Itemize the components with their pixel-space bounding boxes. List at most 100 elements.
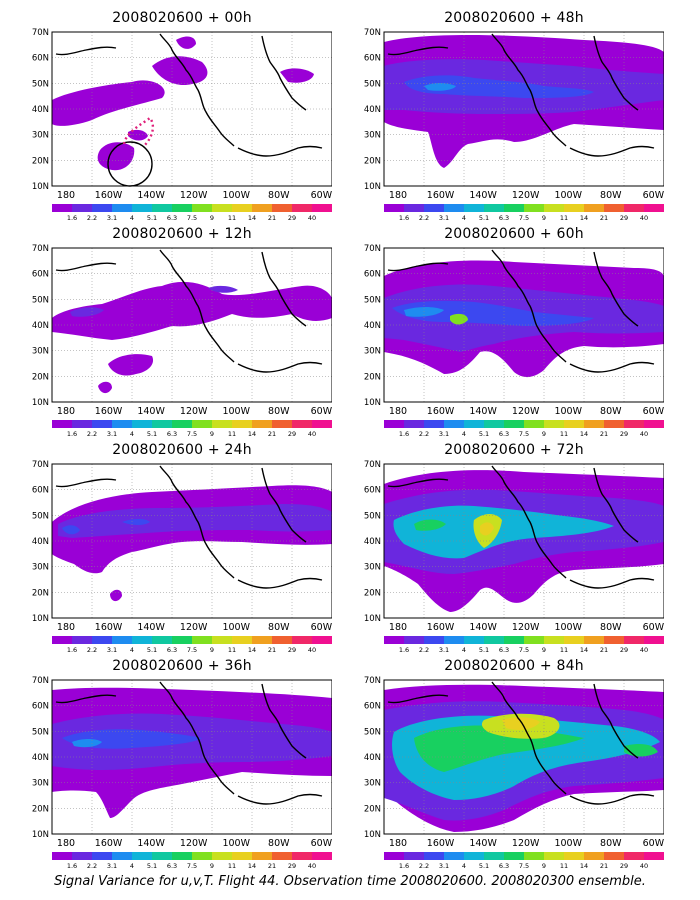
highlight-circle	[107, 141, 153, 187]
colorbar-swatch	[192, 204, 213, 212]
lon-label: 80W	[600, 622, 622, 633]
colorbar-label: 4	[462, 862, 466, 868]
colorbar-swatch	[152, 852, 173, 860]
panel-title: 2008020600 + 48h	[444, 10, 584, 26]
lat-label: 60N	[364, 270, 381, 280]
lat-label: 20N	[364, 804, 381, 814]
colorbar-label: 4	[462, 646, 466, 652]
colorbar-swatch	[544, 636, 565, 644]
colorbar-swatch	[624, 204, 645, 212]
colorbar-swatch	[464, 420, 485, 428]
contour-region	[128, 129, 148, 141]
lat-label: 50N	[32, 295, 49, 305]
colorbar-label: 40	[640, 646, 648, 652]
colorbar-label: 40	[308, 214, 316, 220]
colorbar-label: 2.2	[87, 646, 97, 652]
lon-label: 80W	[600, 838, 622, 849]
colorbar-label: 6.3	[167, 646, 177, 652]
colorbar-label: 11	[560, 214, 568, 220]
colorbar-label: 11	[228, 214, 236, 220]
colorbar-label: 29	[288, 646, 296, 652]
lat-label: 70N	[364, 460, 381, 470]
colorbar-label: 40	[308, 430, 316, 436]
colorbar-swatch	[524, 636, 545, 644]
coastline	[387, 465, 655, 589]
lon-label: 180	[57, 622, 75, 633]
colorbar-swatch	[584, 420, 605, 428]
colorbar-label: 1.6	[67, 430, 77, 436]
colorbar-swatch	[624, 636, 645, 644]
colorbar-swatch	[252, 204, 273, 212]
lat-label: 20N	[32, 372, 49, 382]
lat-label: 30N	[32, 563, 49, 573]
contour-region	[404, 75, 594, 98]
map-frame	[383, 679, 664, 835]
colorbar-swatch	[404, 204, 425, 212]
map-frame	[383, 247, 664, 403]
colorbar-swatch	[212, 852, 233, 860]
variance-contours	[52, 32, 332, 186]
colorbar-swatch	[192, 420, 213, 428]
colorbar-label: 9	[542, 646, 546, 652]
lon-label: 100W	[222, 622, 250, 633]
colorbar-label: 5.1	[147, 430, 157, 436]
colorbar-swatch	[404, 636, 425, 644]
colorbar-label: 9	[542, 214, 546, 220]
panel-title: 2008020600 + 12h	[112, 226, 252, 242]
colorbar-swatch	[252, 420, 273, 428]
contour-region	[450, 313, 468, 325]
contour-region	[72, 739, 102, 748]
lat-label: 60N	[364, 702, 381, 712]
lon-label: 80W	[268, 622, 290, 633]
lon-label: 160W	[427, 190, 455, 201]
colorbar-swatch	[564, 852, 585, 860]
panel-title: 2008020600 + 72h	[444, 442, 584, 458]
colorbar-swatch	[524, 420, 545, 428]
colorbar-swatch	[152, 204, 173, 212]
colorbar-swatch	[604, 204, 625, 212]
lon-label: 100W	[554, 838, 582, 849]
colorbar-label: 11	[228, 862, 236, 868]
colorbar-label: 4	[130, 214, 134, 220]
colorbar-swatch	[192, 852, 213, 860]
map-plot: 70N 60N 50N 40N 30N 20N 10N 180 160W 140W 120W 100W…	[32, 676, 332, 868]
variance-contours	[384, 680, 664, 834]
colorbar-swatch	[52, 204, 73, 212]
lon-label: 140W	[469, 406, 497, 417]
colorbar-label: 7.5	[519, 214, 529, 220]
colorbar-label: 5.1	[479, 862, 489, 868]
lon-label: 60W	[643, 190, 664, 201]
contour-region	[414, 519, 446, 531]
lat-label: 30N	[32, 347, 49, 357]
colorbar-swatch	[484, 852, 505, 860]
lon-label: 60W	[311, 190, 332, 201]
lon-label: 180	[57, 406, 75, 417]
lat-label: 70N	[364, 28, 381, 38]
lat-label: 50N	[32, 511, 49, 521]
lat-label: 70N	[32, 460, 49, 470]
colorbar-label: 1.6	[399, 214, 409, 220]
colorbar-swatch	[92, 852, 113, 860]
lon-label: 160W	[95, 406, 123, 417]
lat-label: 10N	[364, 614, 381, 624]
coastline	[55, 681, 323, 805]
panel-title: 2008020600 + 36h	[112, 658, 252, 674]
colorbar-swatch	[232, 420, 253, 428]
lon-label: 100W	[222, 190, 250, 201]
lon-label: 160W	[427, 406, 455, 417]
variance-contours	[384, 464, 664, 618]
colorbar-swatch	[484, 420, 505, 428]
colorbar-label: 7.5	[519, 862, 529, 868]
colorbar-label: 14	[580, 646, 588, 652]
lat-label: 10N	[32, 830, 49, 840]
colorbar-swatch	[404, 420, 425, 428]
colorbar-swatch	[292, 204, 313, 212]
contour-region	[70, 307, 104, 317]
lat-label: 10N	[364, 398, 381, 408]
lon-label: 100W	[554, 190, 582, 201]
coastline	[55, 465, 323, 589]
colorbar-label: 11	[560, 430, 568, 436]
colorbar-label: 6.3	[167, 862, 177, 868]
colorbar-label: 1.6	[399, 862, 409, 868]
colorbar-swatch	[172, 420, 193, 428]
